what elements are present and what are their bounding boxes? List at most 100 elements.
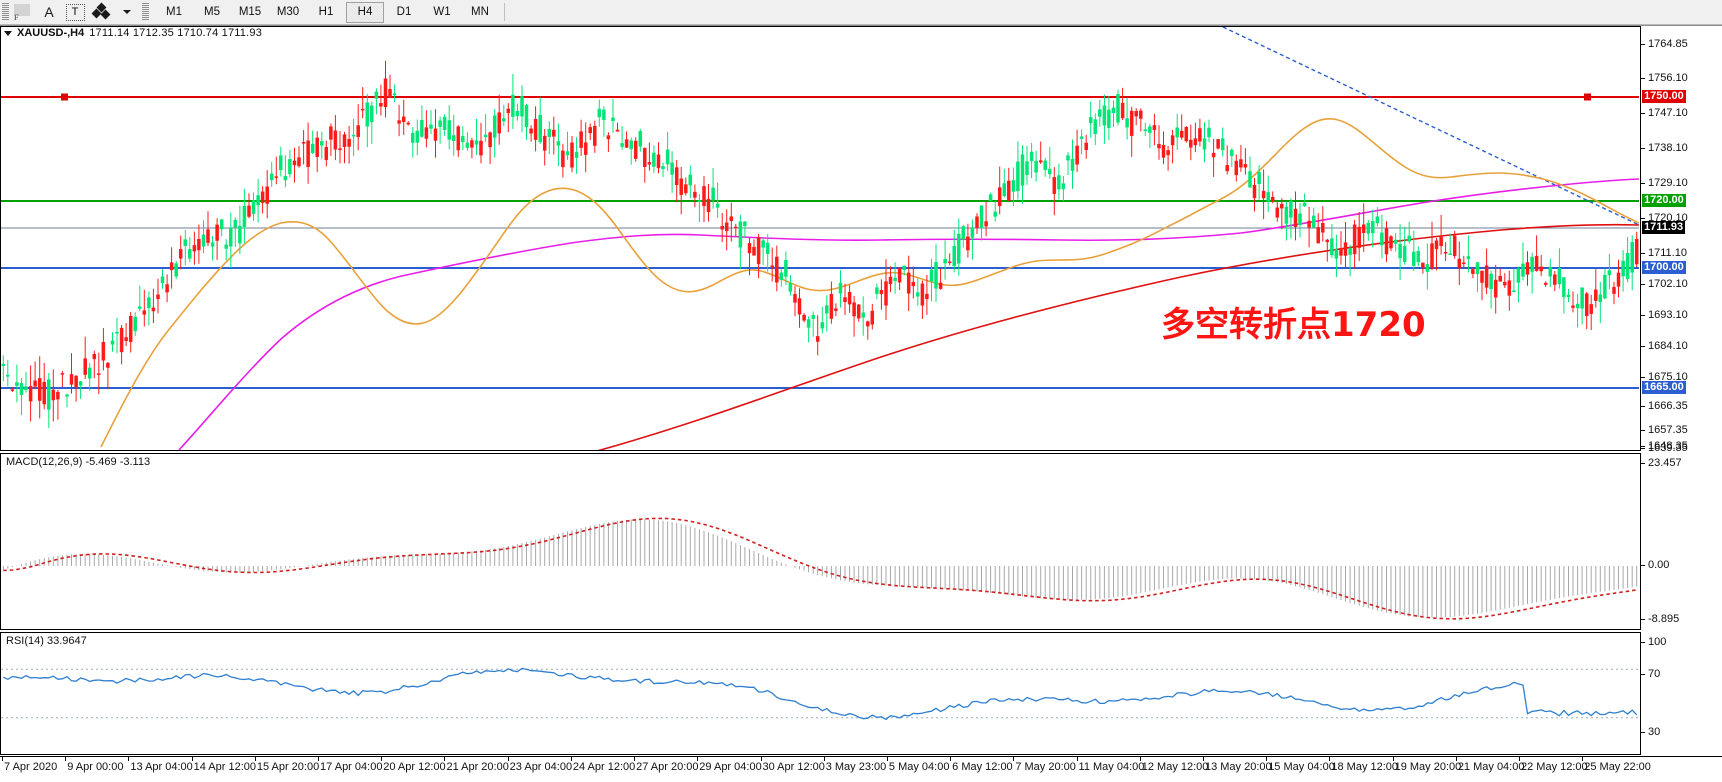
time-tick xyxy=(1076,757,1078,761)
time-label: 17 Apr 04:00 xyxy=(320,761,383,773)
price-tick: 1639.35 xyxy=(1641,442,1722,454)
time-label: 13 Apr 04:00 xyxy=(130,761,193,773)
price-svg xyxy=(1,27,1639,450)
chart-annotation: 多空转折点1720 xyxy=(1161,305,1426,345)
time-tick xyxy=(1329,757,1331,761)
timeframe-d1[interactable]: D1 xyxy=(396,6,412,18)
macd-tick: -8.895 xyxy=(1641,613,1722,625)
rsi-tick: 70 xyxy=(1641,668,1722,680)
macd-label: MACD(12,26,9) -5.469 -3.113 xyxy=(6,456,151,468)
price-level-tag[interactable]: 1665.00 xyxy=(1642,381,1686,394)
time-tick xyxy=(634,757,636,761)
rsi-tick: 30 xyxy=(1641,726,1722,738)
time-tick xyxy=(444,757,446,761)
time-tick xyxy=(950,757,952,761)
timeframe-mn[interactable]: MN xyxy=(471,6,489,18)
price-tick: 1657.35 xyxy=(1641,424,1722,436)
timeframe-m30[interactable]: M30 xyxy=(276,6,300,18)
macd-svg xyxy=(2,517,1638,620)
timeframe-w1[interactable]: W1 xyxy=(433,6,451,18)
time-tick xyxy=(697,757,699,761)
symbol-name: XAUUSD-,H4 xyxy=(17,27,85,39)
timeframe-h1[interactable]: H1 xyxy=(318,6,334,18)
time-label: 29 Apr 04:00 xyxy=(699,761,762,773)
rsi-plot xyxy=(1,633,1640,754)
timeframe-m1[interactable]: M1 xyxy=(166,6,182,18)
time-label: 15 May 04:00 xyxy=(1268,761,1335,773)
price-level-tag[interactable]: 1720.00 xyxy=(1642,194,1686,207)
time-tick xyxy=(1266,757,1268,761)
time-label: 18 May 12:00 xyxy=(1331,761,1399,773)
drawing-toolbar: F A T M1 M5 M15 M30 H1 H4 D1 W1 MN xyxy=(0,0,1722,25)
time-tick xyxy=(318,757,320,761)
time-axis[interactable]: 7 Apr 2020 9 Apr 00:00 13 Apr 04:00 14 Apr … xyxy=(0,756,1722,782)
time-tick xyxy=(1582,757,1584,761)
price-tick: 1648.35 xyxy=(1641,440,1722,452)
timeframe-m15[interactable]: M15 xyxy=(238,6,262,18)
price-tick: 1684.10 xyxy=(1641,340,1722,352)
time-tick xyxy=(254,757,256,761)
time-tick xyxy=(191,757,193,761)
symbol-ohlc-values: 1711.14 1712.35 1710.74 1711.93 xyxy=(89,27,263,39)
pane-stack: 多空转折点1720 MACD(12,26,9) -5.469 -3.113 RS… xyxy=(0,26,1722,781)
shapes-icon[interactable] xyxy=(88,1,114,23)
time-label: 25 May 22:00 xyxy=(1584,761,1651,773)
ma-slow-red xyxy=(597,223,1639,450)
macd-tick: 0.00 xyxy=(1641,559,1722,571)
time-label: 7 May 20:00 xyxy=(1015,761,1076,773)
time-label: 3 May 23:00 xyxy=(825,761,887,773)
shapes-dropdown-caret-icon[interactable] xyxy=(114,1,140,23)
price-tick: 1738.10 xyxy=(1641,142,1722,154)
time-label: 23 Apr 04:00 xyxy=(509,761,573,773)
rsi-label: RSI(14) 33.9647 xyxy=(6,635,87,647)
crosshair-f-icon[interactable]: F xyxy=(10,1,36,23)
price-tick: 1693.10 xyxy=(1641,309,1722,321)
time-tick xyxy=(507,757,509,761)
toolbar-grip-handle[interactable] xyxy=(2,3,9,21)
timeframe-grip-handle[interactable] xyxy=(142,3,149,21)
chart-area: XAUUSD-,H4 1711.14 1712.35 1710.74 1711.… xyxy=(0,25,1722,782)
text-box-T-icon[interactable]: T xyxy=(62,1,88,23)
time-tick xyxy=(1455,757,1457,761)
time-label: 14 Apr 12:00 xyxy=(193,761,257,773)
price-tick: 1747.10 xyxy=(1641,107,1722,119)
macd-plot xyxy=(1,454,1640,629)
text-label-A-icon[interactable]: A xyxy=(44,4,54,20)
price-tick: 1702.10 xyxy=(1641,278,1722,290)
macd-tick: 23.457 xyxy=(1641,457,1722,469)
price-tick: 1675.10 xyxy=(1641,371,1722,383)
time-label: 22 May 12:00 xyxy=(1521,761,1588,773)
time-tick xyxy=(886,757,888,761)
time-label: 13 May 20:00 xyxy=(1204,761,1272,773)
time-label: 5 May 04:00 xyxy=(888,761,950,773)
time-label: 12 May 12:00 xyxy=(1141,761,1209,773)
price-level-tag[interactable]: 1711.93 xyxy=(1642,221,1686,234)
time-tick xyxy=(2,757,3,761)
time-label: 30 Apr 12:00 xyxy=(762,761,825,773)
price-level-tag[interactable]: 1750.00 xyxy=(1642,90,1686,103)
time-tick xyxy=(760,757,762,761)
price-axis[interactable]: 1764.85 1756.10 1747.10 1738.10 1729.10 1720.… xyxy=(1640,26,1722,454)
price-level-tag[interactable]: 1700.00 xyxy=(1642,261,1686,274)
symbol-info-bar: XAUUSD-,H4 1711.14 1712.35 1710.74 1711.… xyxy=(0,26,1664,40)
time-tick xyxy=(381,757,383,761)
macd-axis[interactable]: 23.457 0.00 -8.895 xyxy=(1640,453,1722,630)
timeframe-h4[interactable]: H4 xyxy=(346,1,384,23)
price-pane[interactable]: 多空转折点1720 xyxy=(0,26,1640,451)
price-tick: 1666.35 xyxy=(1641,400,1722,412)
level-anchor-1750 xyxy=(61,93,68,101)
symbol-dropdown-caret-icon[interactable] xyxy=(4,30,12,36)
rsi-svg xyxy=(1,667,1639,721)
timeframe-m5[interactable]: M5 xyxy=(204,6,220,18)
rsi-pane[interactable]: RSI(14) 33.9647 xyxy=(0,632,1640,755)
price-plot: 多空转折点1720 xyxy=(1,27,1640,450)
time-tick xyxy=(1202,757,1204,761)
time-label: 11 May 04:00 xyxy=(1078,761,1145,773)
time-tick xyxy=(65,757,67,761)
time-label: 24 Apr 12:00 xyxy=(572,761,636,773)
time-label: 20 Apr 12:00 xyxy=(383,761,446,773)
macd-pane[interactable]: MACD(12,26,9) -5.469 -3.113 xyxy=(0,453,1640,630)
price-tick: 1756.10 xyxy=(1641,72,1722,84)
time-tick xyxy=(128,757,130,761)
rsi-axis[interactable]: 100 70 30 xyxy=(1640,632,1722,755)
